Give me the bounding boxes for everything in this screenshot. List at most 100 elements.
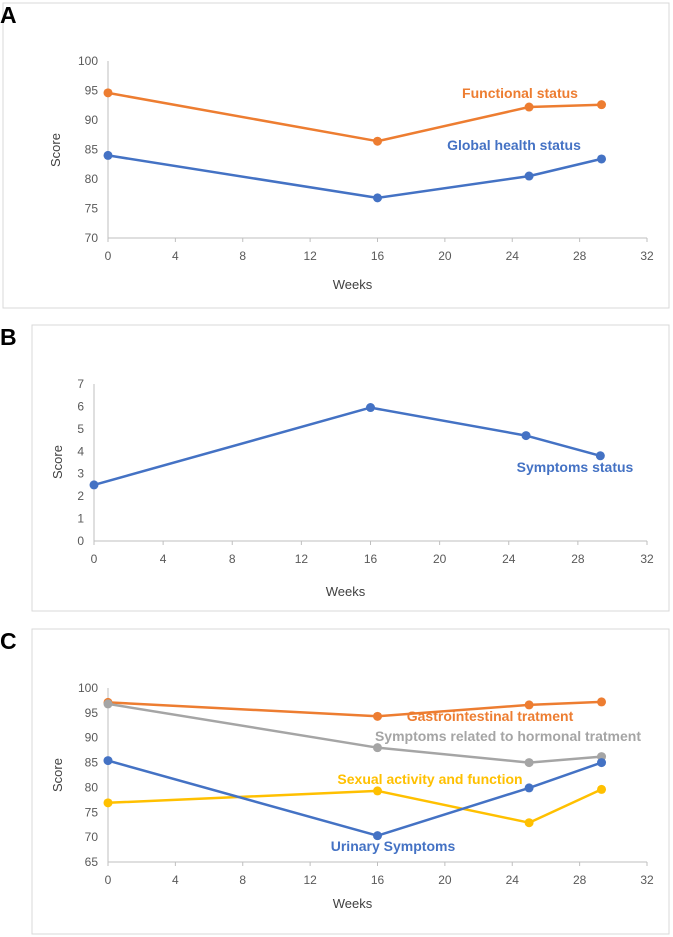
panel-c-data-point-sexual-activity-and-function <box>373 786 382 796</box>
panel-b-frame <box>31 324 670 612</box>
panel-c-data-point-gastrointestinal-tratment <box>524 700 534 710</box>
panel-a-data-point-global-health-status <box>597 154 607 164</box>
panel-b-x-tick-label: 16 <box>364 552 378 566</box>
panel-a-series-line-functional-status <box>107 91 602 143</box>
panel-c-x-tick-label: 20 <box>438 873 452 887</box>
panel-a-data-point-functional-status <box>524 102 534 112</box>
panel-a-x-tick-label: 16 <box>371 249 385 263</box>
panel-a-x-tick-label: 0 <box>105 249 112 263</box>
panel-a-data-point-functional-status <box>597 100 607 110</box>
panel-c-data-point-urinary-symptoms <box>373 831 382 841</box>
panel-b-y-tick-label: 3 <box>77 467 84 481</box>
panel-b-y-tick-label: 2 <box>77 489 84 503</box>
panel-c-y-tick-label: 80 <box>85 780 99 794</box>
panel-c-series-line-symptoms-related-to-hormonal-tratment <box>107 702 602 764</box>
panel-a-x-tick-label: 20 <box>438 249 452 263</box>
panel-b-x-tick-label: 20 <box>433 552 447 566</box>
panel-b-x-tick-label: 4 <box>160 552 167 566</box>
panel-a-x-tick-label: 28 <box>573 249 587 263</box>
panel-b-x-tick-label: 12 <box>295 552 309 566</box>
panel-c-data-point-symptoms-related-to-hormonal-tratment <box>373 743 382 753</box>
panel-b-y-tick-label: 6 <box>77 399 84 413</box>
panel-c-y-tick-label: 100 <box>78 681 98 695</box>
panel-b-series-label-symptoms-status: Symptoms status <box>517 459 634 475</box>
panel-c-data-point-sexual-activity-and-function <box>597 784 607 794</box>
panel-b-x-axis-label: Weeks <box>326 584 366 599</box>
panel-c-data-point-gastrointestinal-tratment <box>373 711 382 721</box>
panel-c-x-tick-label: 4 <box>172 873 179 887</box>
panel-b-x-tick-label: 32 <box>640 552 654 566</box>
panel-c-series-label-sexual-activity-and-function: Sexual activity and function <box>337 771 522 787</box>
panel-c-data-point-symptoms-related-to-hormonal-tratment <box>524 758 534 768</box>
panel-b-y-tick-label: 5 <box>77 422 84 436</box>
panel-b-data-point-symptoms-status <box>595 451 605 461</box>
panel-b-y-tick-label: 7 <box>77 377 84 391</box>
panel-a-x-axis-label: Weeks <box>333 277 373 292</box>
panel-c-y-tick-label: 85 <box>85 756 99 770</box>
panel-c-x-tick-label: 32 <box>640 873 654 887</box>
panel-a-series-label-functional-status: Functional status <box>462 85 578 101</box>
panel-a-data-point-global-health-status <box>103 150 113 160</box>
panel-b-x-tick-label: 0 <box>91 552 98 566</box>
panel-c-data-point-sexual-activity-and-function <box>103 798 113 808</box>
panel-b-letter: B <box>0 324 17 350</box>
panel-b-x-tick-label: 8 <box>229 552 236 566</box>
panel-c-series-label-symptoms-related-to-hormonal-tratment: Symptoms related to hormonal tratment <box>375 728 641 744</box>
panel-a-data-point-functional-status <box>103 88 113 98</box>
panel-c-x-tick-label: 16 <box>371 873 385 887</box>
panel-b-y-axis-label: Score <box>50 445 65 479</box>
panel-c-chart: 65 70 75 80 85 90 95 100 0 4 8 12 16 20 24 28 32 Score Wee… <box>50 681 654 911</box>
panel-c-x-tick-label: 0 <box>105 873 112 887</box>
panel-c-series-label-gastrointestinal-tratment: Gastrointestinal tratment <box>407 708 574 724</box>
panel-c-x-tick-label: 28 <box>573 873 587 887</box>
panel-b-data-point-symptoms-status <box>89 480 99 490</box>
panel-c-y-tick-label: 90 <box>85 731 99 745</box>
panel-a-x-tick-label: 8 <box>239 249 246 263</box>
panel-c-data-point-symptoms-related-to-hormonal-tratment <box>103 699 113 709</box>
panel-c-y-tick-label: 75 <box>85 805 99 819</box>
panel-a-y-tick-label: 80 <box>85 172 99 186</box>
panel-a-frame <box>2 2 670 309</box>
panel-c-data-point-urinary-symptoms <box>103 756 113 766</box>
panel-a-y-tick-label: 70 <box>85 231 99 245</box>
panel-c-y-axis-label: Score <box>50 758 65 792</box>
panel-c-data-point-urinary-symptoms <box>597 758 607 768</box>
panel-a-x-tick-label: 32 <box>640 249 654 263</box>
panel-b-series-line-symptoms-status <box>93 406 601 487</box>
panel-c-data-point-urinary-symptoms <box>524 783 534 793</box>
panel-c-x-tick-label: 12 <box>303 873 317 887</box>
panel-a-y-tick-label: 90 <box>85 113 99 127</box>
panel-b-y-tick-label: 4 <box>77 444 84 458</box>
panel-b-x-tick-label: 24 <box>502 552 516 566</box>
panel-a-chart: 70 75 80 85 90 95 100 0 4 8 12 16 20 24 28 32 Score Weeks… <box>48 54 654 292</box>
panel-a-series-line-global-health-status <box>107 154 602 200</box>
panel-c-data-point-gastrointestinal-tratment <box>597 697 607 707</box>
panel-c-x-axis-label: Weeks <box>333 896 373 911</box>
panel-b-data-point-symptoms-status <box>521 431 531 441</box>
panel-c-data-point-sexual-activity-and-function <box>524 818 534 828</box>
panel-c-x-tick-label: 8 <box>239 873 246 887</box>
panel-a-data-point-global-health-status <box>373 193 382 203</box>
panel-a-series-label-global-health-status: Global health status <box>447 137 581 153</box>
panel-a-data-point-global-health-status <box>524 171 534 181</box>
panel-b-y-tick-label: 1 <box>77 512 84 526</box>
panel-c-letter: C <box>0 628 17 654</box>
panel-c-y-tick-label: 65 <box>85 855 99 869</box>
panel-a-data-point-functional-status <box>373 136 382 146</box>
panel-a-x-tick-label: 12 <box>303 249 317 263</box>
panel-a-y-axis-label: Score <box>48 133 63 167</box>
panel-c-series-line-gastrointestinal-tratment <box>107 700 602 718</box>
panel-b-data-point-symptoms-status <box>366 403 375 413</box>
panel-c-series-line-urinary-symptoms <box>107 759 602 837</box>
panel-c-series-line-sexual-activity-and-function <box>107 788 603 824</box>
panel-a-x-tick-label: 24 <box>506 249 520 263</box>
panel-a-letter: A <box>0 2 17 28</box>
panel-c-y-tick-label: 70 <box>85 830 99 844</box>
panel-a-y-tick-label: 75 <box>85 202 99 216</box>
panel-c-x-tick-label: 24 <box>506 873 520 887</box>
panel-a-y-tick-label: 100 <box>78 54 98 68</box>
panel-c-series-label-urinary-symptoms: Urinary Symptoms <box>331 838 456 854</box>
panel-c-frame <box>31 628 670 935</box>
